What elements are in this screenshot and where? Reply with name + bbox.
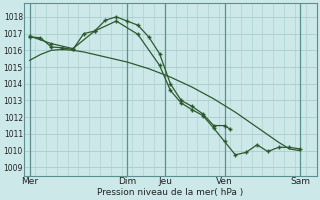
- X-axis label: Pression niveau de la mer( hPa ): Pression niveau de la mer( hPa ): [97, 188, 244, 197]
